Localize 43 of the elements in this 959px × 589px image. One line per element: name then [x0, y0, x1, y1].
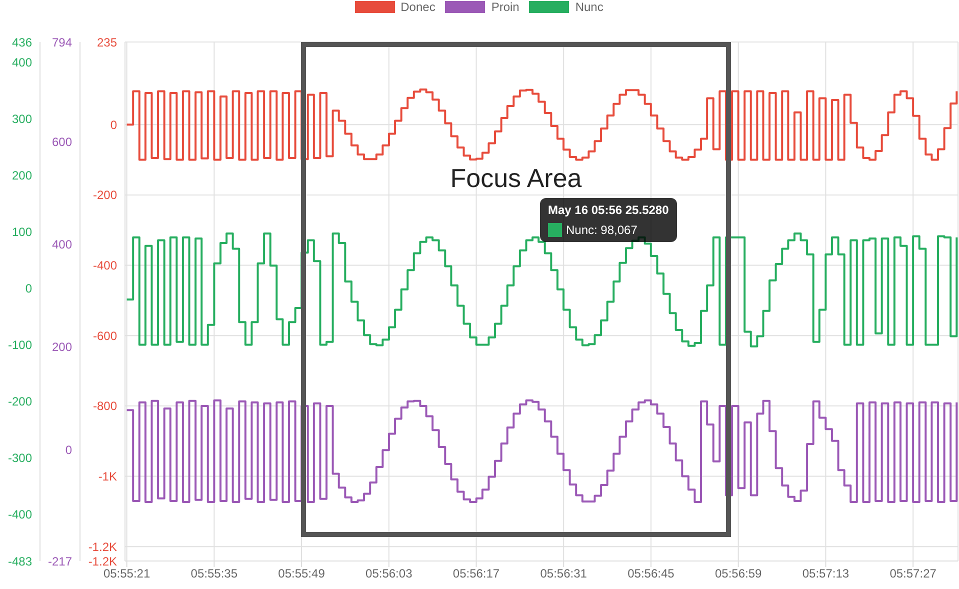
y-tick-label: 235	[96, 35, 118, 50]
y-tick-label: -1K	[98, 470, 117, 484]
y2-tick-label: 794	[52, 35, 72, 50]
legend-label: Nunc	[575, 0, 604, 14]
y-tick-label: -1.2K	[88, 554, 117, 568]
y-tick-label: -600	[92, 328, 118, 343]
y3-tick-label: 200	[12, 168, 32, 183]
y-tick-label: -800	[92, 399, 118, 414]
y2-tick-label: 200	[52, 340, 72, 354]
y2-tick-label: 600	[52, 134, 72, 149]
y-tick-label: -200	[92, 188, 118, 202]
x-tick-label: 05:57:27	[890, 566, 937, 581]
y3-tick-label: -483	[8, 554, 32, 568]
y3-tick-label: 436	[12, 35, 32, 50]
legend-label: Donec	[400, 0, 436, 14]
x-tick-label: 05:55:35	[190, 566, 238, 581]
y3-tick-label: 0	[25, 281, 32, 296]
y3-tick-label: 100	[12, 225, 32, 240]
x-tick-label: 05:56:59	[714, 566, 762, 581]
y2-tick-label: 400	[52, 238, 72, 252]
y3-tick-label: -300	[8, 450, 32, 465]
y2-tick-label: -217	[48, 554, 72, 568]
y-tick-label: -400	[92, 258, 118, 273]
y3-tick-label: 400	[12, 56, 32, 70]
x-tick-label: 05:57:13	[802, 566, 850, 581]
x-tick-label: 05:55:49	[278, 566, 326, 581]
x-tick-label: 05:56:17	[452, 566, 500, 581]
annotation: Nunc: 98,067	[566, 223, 638, 237]
x-tick-label: 05:56:03	[366, 566, 413, 581]
legend-label: Proin	[491, 0, 520, 14]
y2-tick-label: 0	[65, 442, 72, 457]
annotation: May 16 05:56 25.5280	[548, 203, 669, 217]
x-tick-label: 05:55:21	[103, 566, 150, 581]
x-tick-label: 05:56:31	[540, 566, 588, 581]
y3-tick-label: -400	[8, 507, 32, 522]
y3-tick-label: -100	[8, 338, 32, 352]
annotation: Focus Area	[449, 163, 583, 194]
tooltip-box: May 16 05:56 25.5280 Nunc: 98,067	[540, 198, 677, 242]
y3-tick-label: 300	[12, 112, 32, 126]
x-tick-label: 05:56:45	[628, 566, 675, 581]
y-tick-label: 0	[110, 118, 118, 132]
y3-tick-label: -200	[8, 394, 32, 408]
y-tick-label: -1.2K	[88, 540, 117, 554]
